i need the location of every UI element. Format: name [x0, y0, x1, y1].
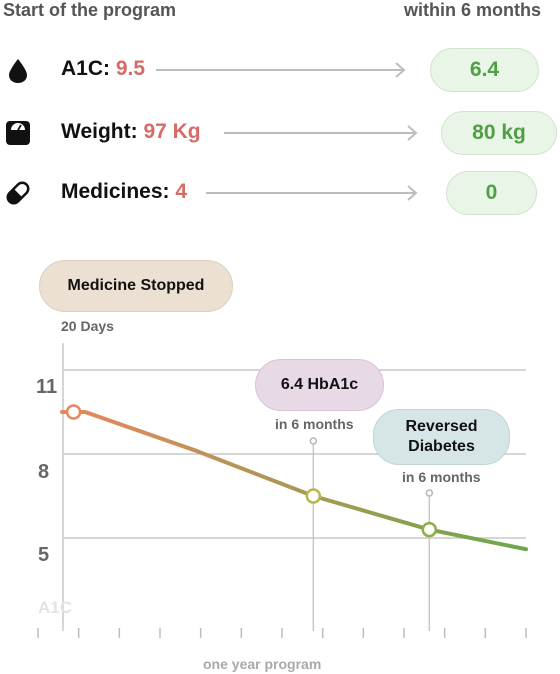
reversed-line2: Diabetes	[408, 438, 475, 455]
metric-target-pill: 80 kg	[441, 111, 557, 155]
metric-name: Medicines:	[61, 180, 170, 203]
hba1c-note: in 6 months	[275, 416, 354, 432]
metric-row-weight: Weight: 97 Kg 80 kg	[0, 111, 560, 155]
hba1c-bubble: 6.4 HbA1c	[255, 359, 384, 411]
medicine-stopped-note: 20 Days	[61, 318, 114, 334]
metric-name: Weight:	[61, 120, 138, 143]
guide-dot	[425, 489, 434, 497]
metric-start-value: 9.5	[115, 57, 146, 80]
guide-dot	[309, 437, 318, 445]
arrow-right-icon	[156, 62, 406, 78]
metric-label-a1c: A1C: 9.5	[61, 57, 145, 81]
metric-label-weight: Weight: 97 Kg	[61, 120, 201, 144]
data-point-marker	[421, 521, 438, 538]
reversed-line1: Reversed	[405, 418, 478, 435]
metric-target-pill: 0	[446, 171, 537, 215]
arrow-right-icon	[206, 185, 418, 201]
data-point-marker	[65, 404, 82, 420]
metric-start-value: 97 Kg	[143, 120, 201, 143]
reversed-diabetes-bubble: Reversed Diabetes	[373, 409, 510, 465]
metric-label-medicines: Medicines: 4	[61, 180, 187, 204]
x-axis-label: one year program	[203, 656, 322, 672]
metric-name: A1C:	[61, 57, 111, 80]
metric-row-a1c: A1C: 9.5 6.4	[0, 48, 560, 92]
metric-target-pill: 6.4	[430, 48, 539, 92]
y-tick-label: 11	[36, 376, 58, 398]
header-start-label: Start of the program	[3, 0, 177, 20]
y-tick-label: 8	[38, 461, 50, 483]
arrow-right-icon	[224, 125, 418, 141]
header-end-label: within 6 months	[404, 0, 541, 20]
reversed-note: in 6 months	[402, 469, 481, 485]
metric-row-medicines: Medicines: 4 0	[0, 171, 560, 215]
y-axis-label: A1C	[38, 598, 73, 617]
y-tick-label: 5	[38, 544, 50, 566]
medicine-stopped-bubble: Medicine Stopped	[39, 260, 233, 312]
metric-start-value: 4	[175, 180, 188, 203]
scale-icon	[6, 121, 30, 145]
blood-drop-icon	[9, 59, 27, 83]
pill-icon	[6, 181, 30, 205]
data-point-marker	[305, 488, 322, 504]
